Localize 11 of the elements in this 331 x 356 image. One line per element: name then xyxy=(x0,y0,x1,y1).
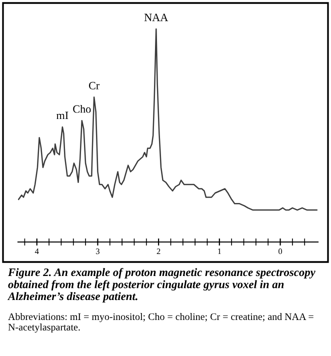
text: Abbreviations: mI = myo-inositol; Cho = choline; Cr = creatine; and NAA = N-acetylaspartate. xyxy=(8,313,314,333)
annotation: NAA xyxy=(144,14,168,22)
x-tick-label: 4 xyxy=(34,248,39,254)
x-tick-label: 2 xyxy=(156,248,160,254)
annotation: mI xyxy=(56,112,68,120)
annotation: Cr xyxy=(88,82,100,90)
annotation: Cho xyxy=(73,104,91,113)
text: Figure 2. An example of proton magnetic resonance spectroscopy obtained from the left posterior cingulate gyrus voxel in an Alzheimer’s disease patient. xyxy=(7,268,316,302)
x-tick-label: 3 xyxy=(96,248,100,254)
x-tick-label: 0 xyxy=(278,248,282,254)
x-tick-label: 1 xyxy=(218,248,222,254)
